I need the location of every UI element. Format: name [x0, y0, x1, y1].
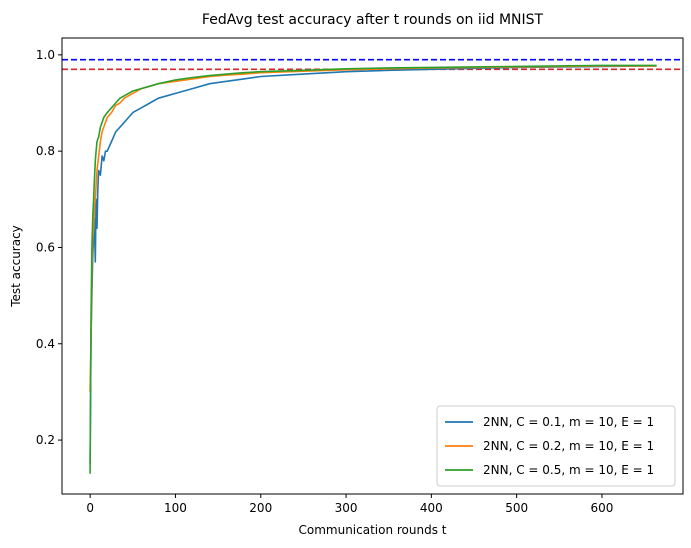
y-tick-label: 0.8: [36, 144, 55, 158]
series-line-3: [89, 64, 657, 474]
legend-label-2: 2NN, C = 0.2, m = 10, E = 1: [483, 439, 654, 453]
x-tick-label: 500: [505, 501, 528, 515]
y-tick-label: 0.4: [36, 337, 55, 351]
chart-title: FedAvg test accuracy after t rounds on i…: [202, 12, 544, 28]
x-tick-label: 0: [86, 501, 94, 515]
y-tick-label: 1.0: [36, 48, 55, 62]
y-axis-label: Test accuracy: [9, 225, 23, 308]
ticks: 0 100 200 300 400 500 600 0.2 0.4 0.6 0.8 1.0: [36, 48, 614, 515]
legend-label-1: 2NN, C = 0.1, m = 10, E = 1: [483, 415, 654, 429]
legend: 2NN, C = 0.1, m = 10, E = 1 2NN, C = 0.2,…: [436, 405, 676, 487]
legend-box: [436, 405, 676, 487]
series-line-2: [89, 65, 657, 392]
series-line-1: [89, 65, 657, 465]
x-tick-label: 400: [420, 501, 443, 515]
plot-frame: [61, 37, 684, 495]
y-tick-label: 0.6: [36, 240, 55, 254]
legend-label-3: 2NN, C = 0.5, m = 10, E = 1: [483, 463, 654, 477]
series-lines: [89, 64, 657, 474]
y-tick-label: 0.2: [36, 433, 55, 447]
x-tick-label: 200: [249, 501, 272, 515]
axes: [61, 37, 684, 495]
x-axis-label: Communication rounds t: [298, 523, 446, 537]
x-tick-label: 100: [164, 501, 187, 515]
x-tick-label: 600: [591, 501, 614, 515]
x-tick-label: 300: [335, 501, 358, 515]
